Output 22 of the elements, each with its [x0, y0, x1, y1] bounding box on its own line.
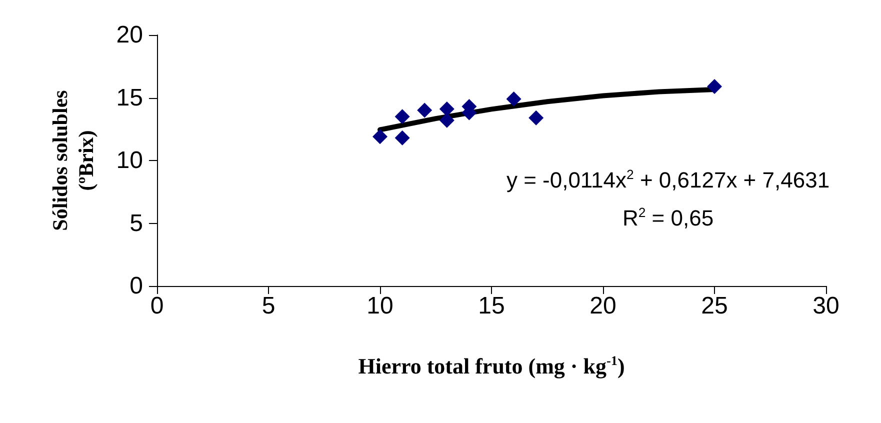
y-tick-label: 10 [116, 147, 143, 174]
x-tick-label: 15 [478, 292, 505, 320]
x-tick-label: 25 [701, 292, 728, 320]
x-tick-label: 0 [150, 292, 164, 320]
point [394, 109, 410, 124]
point [439, 102, 454, 117]
point [417, 102, 432, 118]
x-tick-label: 5 [262, 292, 276, 320]
point [394, 130, 410, 146]
point [528, 110, 544, 126]
y-tick-label: 15 [116, 84, 143, 112]
y-tick-label: 0 [130, 272, 143, 300]
y-tick-label: 20 [116, 22, 143, 48]
y-tick-label: 5 [130, 210, 143, 237]
x-tick-label: 10 [366, 292, 394, 320]
point [707, 78, 722, 94]
point [506, 92, 522, 107]
y-axis-title: Sólidos solubles (ºBrix) [48, 90, 98, 231]
x-tick-label: 30 [812, 292, 840, 320]
point [372, 129, 388, 144]
point [439, 112, 454, 128]
x-tick-label: 20 [590, 292, 616, 320]
